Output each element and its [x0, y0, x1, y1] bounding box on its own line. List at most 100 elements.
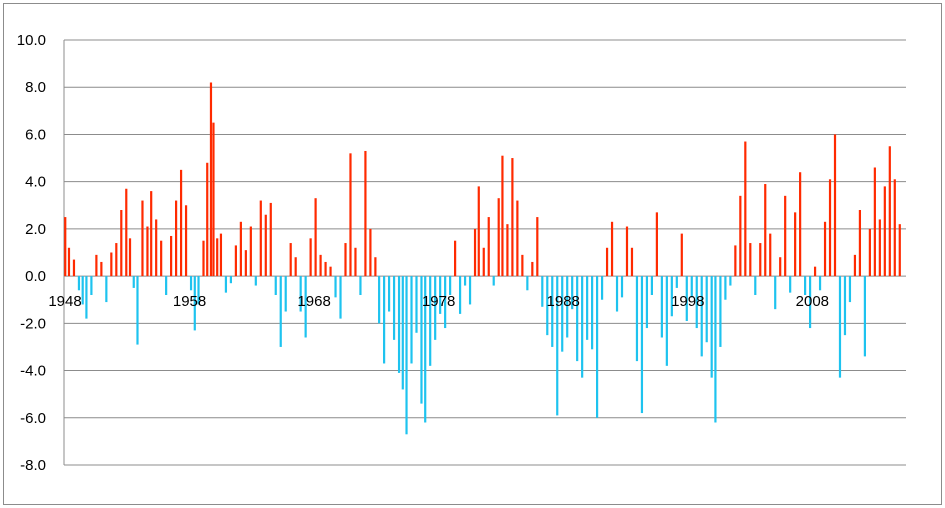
- bar-positive: [482, 247, 485, 277]
- bar-positive: [234, 245, 237, 277]
- x-axis-ticks: 1948 1958 1968 1978 1988 1998 2008: [48, 293, 829, 310]
- bar-negative: [818, 276, 822, 291]
- y-tick-label: 8.0: [25, 79, 46, 96]
- bar-negative: [615, 276, 619, 312]
- bar-negative: [838, 276, 842, 378]
- bar-negative: [468, 276, 472, 305]
- bar-positive: [354, 247, 357, 277]
- bar-positive: [898, 224, 901, 277]
- x-tick-label: 1978: [422, 293, 455, 310]
- bar-negative: [566, 276, 569, 338]
- bar-negative: [189, 276, 193, 291]
- bar-negative: [90, 276, 93, 295]
- bar-negative: [410, 276, 413, 364]
- bar-positive: [813, 266, 817, 277]
- bar-positive: [120, 210, 123, 277]
- bar-negative: [660, 276, 663, 338]
- bar-positive: [264, 214, 267, 277]
- y-axis-ticks: 10.0 8.0 6.0 4.0 2.0 0.0 -2.0 -4.0 -6.0 -8.0: [17, 32, 46, 474]
- bar-negative: [710, 276, 713, 378]
- y-tick-label: -6.0: [20, 410, 46, 427]
- bar-negative: [774, 276, 777, 310]
- y-tick-label: 2.0: [25, 221, 46, 238]
- bar-positive: [883, 186, 886, 277]
- bar-positive: [784, 195, 787, 277]
- bar-positive: [744, 141, 747, 277]
- bar-negative: [424, 276, 427, 423]
- bar-negative: [685, 276, 688, 321]
- bar-positive: [115, 243, 118, 277]
- bar-positive: [219, 233, 223, 277]
- bar-positive: [531, 261, 534, 277]
- bar-positive: [244, 250, 247, 277]
- bar-negative: [843, 276, 847, 336]
- bar-negative: [808, 276, 812, 329]
- bar-positive: [536, 217, 539, 277]
- bar-positive: [888, 146, 891, 277]
- bar-negative: [789, 276, 792, 293]
- bar-positive: [739, 195, 742, 277]
- bar-positive: [344, 243, 347, 277]
- bar-negative: [444, 276, 447, 329]
- bar-negative: [165, 276, 168, 295]
- bar-positive: [506, 224, 509, 277]
- bar-positive: [155, 219, 158, 277]
- bar-positive: [202, 240, 205, 277]
- y-tick-label: 0.0: [25, 268, 46, 285]
- bar-negative: [541, 276, 544, 307]
- bar-negative: [254, 276, 257, 286]
- bar-negative: [551, 276, 554, 347]
- bar-negative: [591, 276, 594, 350]
- bar-positive: [369, 228, 372, 277]
- bar-negative: [458, 276, 462, 314]
- bar-negative: [650, 276, 654, 295]
- bar-negative: [387, 276, 391, 312]
- bar-positive: [95, 254, 98, 277]
- y-tick-label: 4.0: [25, 174, 46, 191]
- bar-positive: [269, 202, 272, 277]
- bar-negative: [299, 276, 302, 312]
- bar-negative: [729, 276, 732, 286]
- bar-negative: [581, 276, 584, 378]
- bar-positive: [259, 200, 262, 277]
- bar-positive: [769, 233, 772, 277]
- bar-positive: [511, 158, 514, 277]
- bar-positive: [833, 134, 837, 277]
- bar-positive: [329, 266, 332, 277]
- bar-positive: [497, 198, 500, 277]
- bar-negative: [81, 276, 84, 305]
- bar-positive: [212, 122, 215, 277]
- bar-negative: [197, 276, 200, 305]
- bar-negative: [719, 276, 722, 347]
- bar-negative: [724, 276, 727, 300]
- bar-positive: [868, 228, 871, 277]
- bar-positive: [100, 261, 103, 277]
- bar-positive: [364, 150, 367, 277]
- bar-positive: [206, 162, 209, 277]
- x-tick-label: 1998: [671, 293, 704, 310]
- bar-negative: [449, 276, 452, 295]
- bar-negative: [600, 276, 604, 300]
- bar-positive: [179, 169, 183, 277]
- bar-positive: [893, 179, 896, 277]
- x-tick-label: 1948: [48, 293, 81, 310]
- bar-positive: [374, 257, 377, 277]
- bar-positive: [175, 200, 178, 277]
- bar-positive: [110, 252, 113, 277]
- bar-positive: [734, 245, 737, 277]
- bar-positive: [858, 210, 862, 277]
- bar-positive: [146, 226, 149, 277]
- bar-negative: [463, 276, 467, 286]
- bar-positive: [794, 212, 797, 277]
- bar-negative: [804, 276, 807, 295]
- bar-positive: [873, 167, 876, 277]
- bar-negative: [576, 276, 579, 362]
- bar-negative: [546, 276, 549, 336]
- bar-negative: [705, 276, 708, 343]
- bar-negative: [284, 276, 287, 312]
- bar-negative: [434, 276, 437, 340]
- bar-negative: [429, 276, 432, 366]
- bar-positive: [249, 226, 252, 277]
- bar-negative: [304, 276, 307, 338]
- y-tick-label: 6.0: [25, 126, 46, 143]
